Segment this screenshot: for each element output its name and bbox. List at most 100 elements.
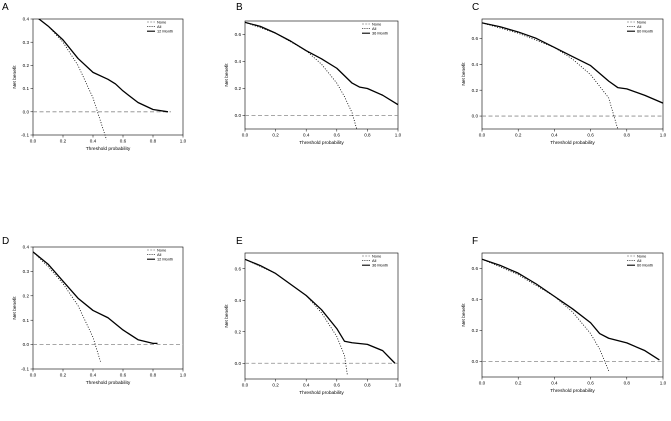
x-tick-label: 0.0: [30, 139, 37, 144]
y-tick-label: 0.0: [23, 342, 30, 347]
x-tick-label: 0.8: [364, 133, 371, 138]
x-axis-title: Threshold probability: [86, 146, 131, 152]
x-tick-label: 0.6: [334, 133, 341, 138]
panel-letter: E: [236, 236, 243, 247]
legend-label: 12 Month: [157, 257, 173, 262]
legend-label: None: [157, 19, 166, 24]
series-line-36-month: [245, 258, 396, 364]
x-tick-label: 0.0: [242, 133, 249, 138]
panel-letter: B: [236, 2, 243, 13]
plot-frame: [244, 20, 399, 130]
legend-label: All: [157, 252, 161, 257]
x-tick-label: 0.8: [624, 133, 631, 138]
legend-label: All: [372, 258, 376, 263]
series-line-all: [245, 258, 348, 376]
x-tick-label: 0.0: [242, 383, 249, 388]
panel-e: E 0.0 0.2 0.4 0.6 0.8 1.0 0.0 0.2 0.4 0.6 Threshold…: [224, 236, 402, 396]
series-line-36-month: [245, 21, 398, 106]
panel-f: F 0.0 0.2 0.4 0.6 0.8 1.0 0.0 0.2 0.4 0.6 Threshold…: [461, 236, 667, 394]
legend-label: All: [372, 26, 376, 31]
x-tick-label: 0.6: [587, 381, 594, 386]
x-tick-label: 0.4: [90, 139, 97, 144]
x-tick-label: 0.4: [303, 383, 310, 388]
y-tick-label: 0.4: [23, 17, 30, 22]
series-line-12-month: [37, 19, 169, 113]
x-tick-label: 0.6: [120, 373, 127, 378]
legend-label: 60 Month: [637, 263, 653, 268]
y-tick-label: 0.1: [23, 318, 30, 323]
y-tick-label: 0.2: [472, 88, 479, 93]
series-line-all: [482, 258, 610, 371]
x-axis-title: Threshold probability: [299, 390, 344, 396]
y-tick-label: 0.0: [23, 109, 30, 114]
x-axis-title: Threshold probability: [550, 140, 595, 146]
plot-frame: [32, 18, 184, 136]
y-tick-label: 0.4: [235, 298, 242, 303]
plot-frame: [32, 246, 184, 370]
y-tick-label: 0.2: [235, 86, 242, 91]
y-axis-title: Net benefit: [461, 62, 467, 86]
y-axis-title: Net benefit: [12, 296, 18, 320]
y-tick-label: 0.4: [472, 297, 479, 302]
y-tick-label: 0.6: [472, 36, 479, 41]
legend-label: None: [637, 19, 646, 24]
legend-label: 60 Month: [637, 29, 653, 34]
panel-letter: A: [2, 2, 9, 13]
plot-frame: [481, 252, 664, 378]
x-tick-label: 1.0: [180, 373, 187, 378]
panel-letter: C: [472, 2, 479, 13]
x-tick-label: 0.4: [551, 381, 558, 386]
x-tick-label: 1.0: [660, 133, 667, 138]
x-tick-label: 0.2: [272, 133, 279, 138]
y-tick-label: 0.3: [23, 269, 30, 274]
y-tick-label: 0.2: [235, 329, 242, 334]
panel-d: D0.0 0.2 0.4 0.6 0.8 1.0-0.10.00.10.20.30.4Th…: [2, 236, 187, 386]
x-tick-label: 1.0: [180, 139, 187, 144]
y-tick-label: 0.0: [472, 359, 479, 364]
series-line-all: [482, 22, 619, 130]
series-line-60-month: [482, 22, 663, 104]
y-tick-label: 0.1: [23, 86, 30, 91]
legend-label: None: [372, 21, 381, 26]
x-tick-label: 0.6: [587, 133, 594, 138]
legend-label: None: [157, 247, 166, 252]
series-line-60-month: [482, 258, 660, 361]
series-line-all: [33, 251, 101, 362]
y-axis-title: Net benefit: [12, 65, 18, 89]
legend-label: 12 Month: [157, 29, 173, 34]
y-tick-label: 0.4: [23, 245, 30, 250]
x-tick-label: 0.4: [551, 133, 558, 138]
x-tick-label: 0.2: [60, 373, 67, 378]
panel-letter: D: [2, 236, 9, 247]
x-tick-label: 0.2: [515, 133, 522, 138]
x-axis-title: Threshold probability: [299, 140, 344, 146]
panel-letter: F: [472, 236, 478, 247]
legend-label: None: [637, 253, 646, 258]
panel-b: B 0.0 0.2 0.4 0.6 0.8 1.0 0.0 0.2 0.4 0.6 Threshold…: [224, 2, 402, 146]
legend-label: 36 Month: [372, 31, 388, 36]
panel-c: C 0.0 0.2 0.4 0.6 0.8 1.0 0.0 0.2 0.4 0.6 Threshold…: [461, 2, 667, 146]
y-tick-label: 0.0: [472, 114, 479, 119]
y-tick-label: 0.2: [23, 293, 30, 298]
y-tick-label: 0.6: [235, 32, 242, 37]
y-axis-title: Net benefit: [224, 63, 230, 87]
x-tick-label: 0.8: [150, 139, 157, 144]
y-axis-title: Net benefit: [224, 304, 230, 328]
y-tick-label: -0.1: [21, 367, 29, 372]
x-tick-label: 0.8: [150, 373, 157, 378]
y-tick-label: 0.2: [472, 328, 479, 333]
y-axis-title: Net benefit: [461, 303, 467, 327]
y-tick-label: 0.6: [235, 266, 242, 271]
x-axis-title: Threshold probability: [86, 380, 131, 386]
y-tick-label: 0.2: [23, 63, 30, 68]
series-line-12-month: [33, 251, 158, 345]
x-tick-label: 0.2: [60, 139, 67, 144]
legend-label: All: [637, 24, 641, 29]
y-tick-label: 0.6: [472, 266, 479, 271]
x-tick-label: 1.0: [660, 381, 667, 386]
x-tick-label: 0.0: [479, 381, 486, 386]
x-tick-label: 1.0: [395, 133, 402, 138]
x-tick-label: 0.6: [120, 139, 127, 144]
y-tick-label: 0.0: [235, 113, 242, 118]
legend-label: None: [372, 253, 381, 258]
